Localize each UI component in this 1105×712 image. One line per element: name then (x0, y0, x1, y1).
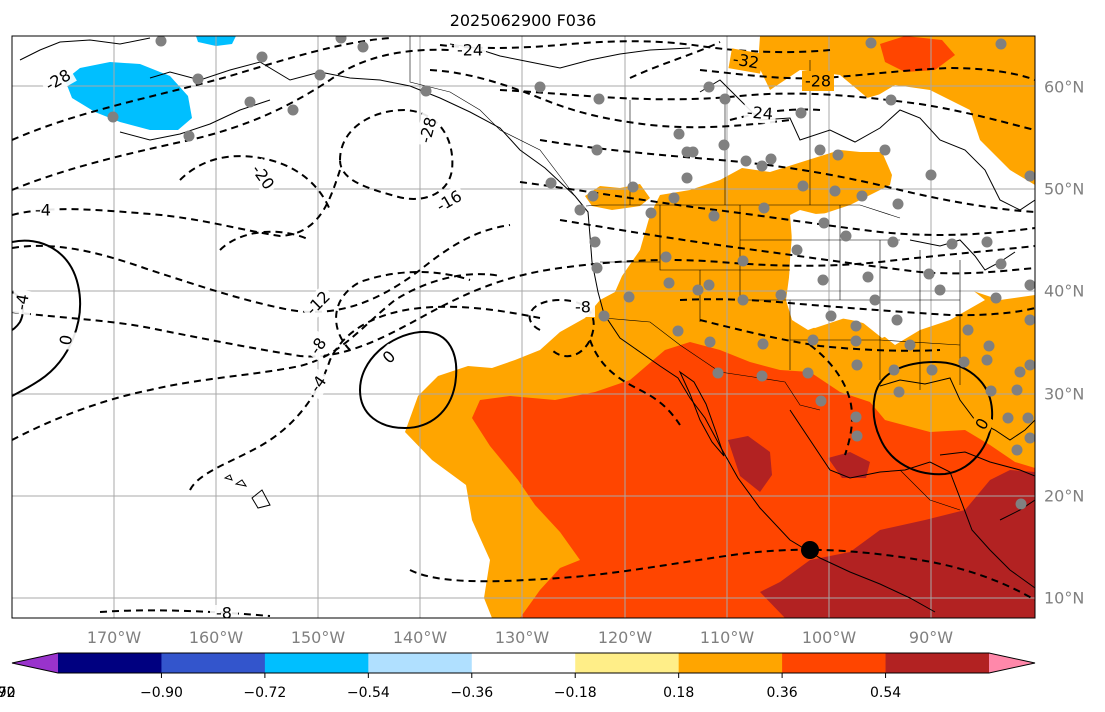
contour-label: -4 (35, 201, 51, 220)
colorbar-tick-label: 0.36 (767, 685, 798, 701)
zero-contours (12, 239, 994, 476)
colorbar-tick-label: 0.18 (663, 685, 694, 701)
lon-label: 160°W (189, 628, 244, 647)
field-redorange-ne (880, 36, 955, 72)
colorbar-extend-min (12, 653, 58, 673)
colorbar-segment (885, 653, 990, 673)
lat-axis-labels: 60°N 50°N 40°N 30°N 20°N 10°N (1044, 78, 1084, 608)
colorbar-tick-labels: −0.90 −0.72 −0.54 −0.36 −0.18 0.18 0.36 … (0, 685, 901, 701)
lat-label: 50°N (1044, 180, 1084, 199)
colorbar-tick-label: −0.36 (450, 685, 493, 701)
contour-label: -32 (731, 49, 760, 72)
colorbar-outline (11, 652, 1036, 674)
lat-label: 10°N (1044, 589, 1084, 608)
colorbar-tick-label: −0.54 (347, 685, 390, 701)
map-area: -24 -32 -28 -24 -28 -28 -20 -16 -4 -4 -1… (11, 36, 1035, 623)
hole-plains (788, 200, 985, 345)
lat-label: 60°N (1044, 78, 1084, 97)
colorbar-segment (368, 653, 473, 673)
lon-label: 140°W (393, 628, 448, 647)
lat-label: 20°N (1044, 487, 1084, 506)
colorbar-segments (12, 653, 1035, 673)
colorbar-extend-max (989, 653, 1035, 673)
colorbar-segment (471, 653, 576, 673)
dashed-contours (12, 37, 1035, 617)
lat-label: 40°N (1044, 282, 1084, 301)
colorbar-segment (678, 653, 783, 673)
colorbar-tick-label: 0.54 (870, 685, 901, 701)
hole-quebec (860, 90, 972, 150)
political-boundaries (409, 36, 961, 511)
lon-label: 120°W (598, 628, 653, 647)
lon-label: 130°W (495, 628, 550, 647)
colorbar-tick-label: −0.90 (140, 685, 183, 701)
contour-label: -4 (11, 292, 32, 311)
colorbar-tick-label: −0.18 (554, 685, 597, 701)
contour-label: -28 (805, 72, 831, 91)
contour-label: -8 (575, 298, 591, 317)
colorbar: −0.90 −0.72 −0.54 −0.36 −0.18 0.18 0.36 … (0, 652, 1036, 701)
lat-lon-grid (12, 36, 1035, 618)
lon-label: 110°W (700, 628, 755, 647)
colorbar-segment (161, 653, 266, 673)
colorbar-segment (58, 653, 162, 673)
colorbar-ticks (160, 673, 887, 678)
contour-label: -8 (216, 604, 232, 623)
lon-label: 90°W (909, 628, 953, 647)
map-frame (11, 35, 1036, 619)
lat-label: 30°N (1044, 385, 1084, 404)
colorbar-tick-label: −0.72 (243, 685, 286, 701)
contour-label: 0 (56, 333, 76, 346)
colorbar-segment (575, 653, 680, 673)
colorbar-segment (264, 653, 369, 673)
field-darkred-pac (828, 452, 870, 478)
lon-label: 150°W (291, 628, 346, 647)
field-blue-bering (65, 62, 192, 130)
hurricane-marker (801, 541, 819, 559)
colorbar-tick-label: 0.72 (0, 685, 16, 701)
map-title: 2025062900 F036 (450, 11, 597, 30)
contour-label: -24 (746, 102, 774, 123)
lon-axis-labels: 170°W 160°W 150°W 140°W 130°W 120°W 110°… (87, 628, 953, 647)
colorbar-tick-label: 0.90 (0, 685, 16, 701)
colorbar-segment (782, 653, 887, 673)
lon-label: 100°W (802, 628, 857, 647)
field-darkred-gulf (728, 436, 772, 492)
contour-label: -24 (457, 41, 483, 60)
station-dots (107, 36, 1035, 510)
lon-label: 170°W (87, 628, 142, 647)
